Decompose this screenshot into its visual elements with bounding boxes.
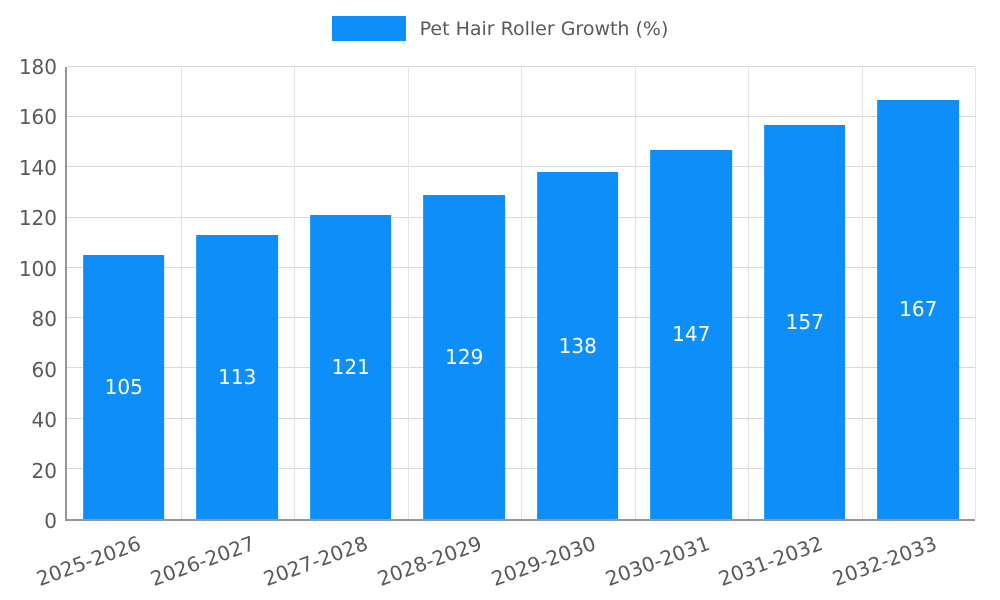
y-axis: 0 20 40 60 80 100 120 140 160 180 — [0, 57, 57, 531]
legend[interactable]: Pet Hair Roller Growth (%) — [0, 16, 1000, 41]
vertical-gridline — [294, 67, 295, 519]
x-tick-label: 2029-2030 — [488, 531, 599, 591]
y-tick-label: 160 — [18, 105, 57, 130]
vertical-gridline — [521, 67, 522, 519]
bar-2027-2028[interactable]: 121 — [309, 215, 392, 519]
bar-value-label: 105 — [104, 375, 143, 400]
bar-2028-2029[interactable]: 129 — [423, 195, 506, 519]
bar-value-label: 138 — [558, 333, 597, 358]
bar-2026-2027[interactable]: 113 — [196, 235, 279, 519]
x-tick-label: 2025-2026 — [33, 531, 144, 591]
y-tick-label: 120 — [18, 206, 57, 231]
y-tick-label: 60 — [31, 357, 57, 382]
bar-value-label: 121 — [331, 355, 370, 380]
vertical-gridline — [748, 67, 749, 519]
y-tick-label: 40 — [31, 408, 57, 433]
y-tick-label: 0 — [44, 509, 57, 533]
x-tick-label: 2028-2029 — [374, 531, 485, 591]
y-tick-label: 80 — [31, 307, 57, 332]
x-axis: 2025-2026 2026-2027 2027-2028 2028-2029 2029… — [33, 524, 975, 600]
x-tick-label: 2026-2027 — [146, 531, 258, 591]
x-tick-label: 2032-2033 — [829, 531, 940, 591]
bar-2029-2030[interactable]: 138 — [536, 172, 619, 519]
bar-value-label: 113 — [218, 365, 257, 390]
vertical-gridline — [861, 67, 863, 519]
vertical-gridline — [407, 67, 409, 519]
bar-value-label: 147 — [672, 322, 711, 347]
bar-2030-2031[interactable]: 147 — [650, 149, 733, 519]
vertical-gridline — [975, 67, 976, 519]
y-tick-label: 20 — [31, 458, 57, 483]
bar-2025-2026[interactable]: 105 — [82, 255, 165, 519]
bar-value-label: 157 — [785, 309, 824, 334]
y-tick-label: 100 — [18, 256, 57, 281]
bar-value-label: 167 — [899, 297, 938, 322]
plot-area: 105 113 121 129 138 147 157 167 — [65, 66, 976, 521]
x-tick-label: 2027-2028 — [260, 531, 372, 591]
bar-2031-2032[interactable]: 157 — [763, 124, 846, 519]
vertical-gridline — [634, 67, 636, 519]
x-tick-label: 2031-2032 — [715, 531, 827, 591]
legend-swatch-icon — [331, 16, 406, 41]
y-tick-label: 180 — [18, 55, 57, 79]
y-tick-label: 140 — [18, 155, 57, 180]
bar-2032-2033[interactable]: 167 — [877, 99, 960, 519]
legend-label: Pet Hair Roller Growth (%) — [419, 17, 669, 40]
vertical-gridline — [180, 67, 182, 519]
bar-value-label: 129 — [445, 345, 484, 370]
x-tick-label: 2030-2031 — [601, 531, 713, 591]
gridline — [67, 66, 975, 67]
